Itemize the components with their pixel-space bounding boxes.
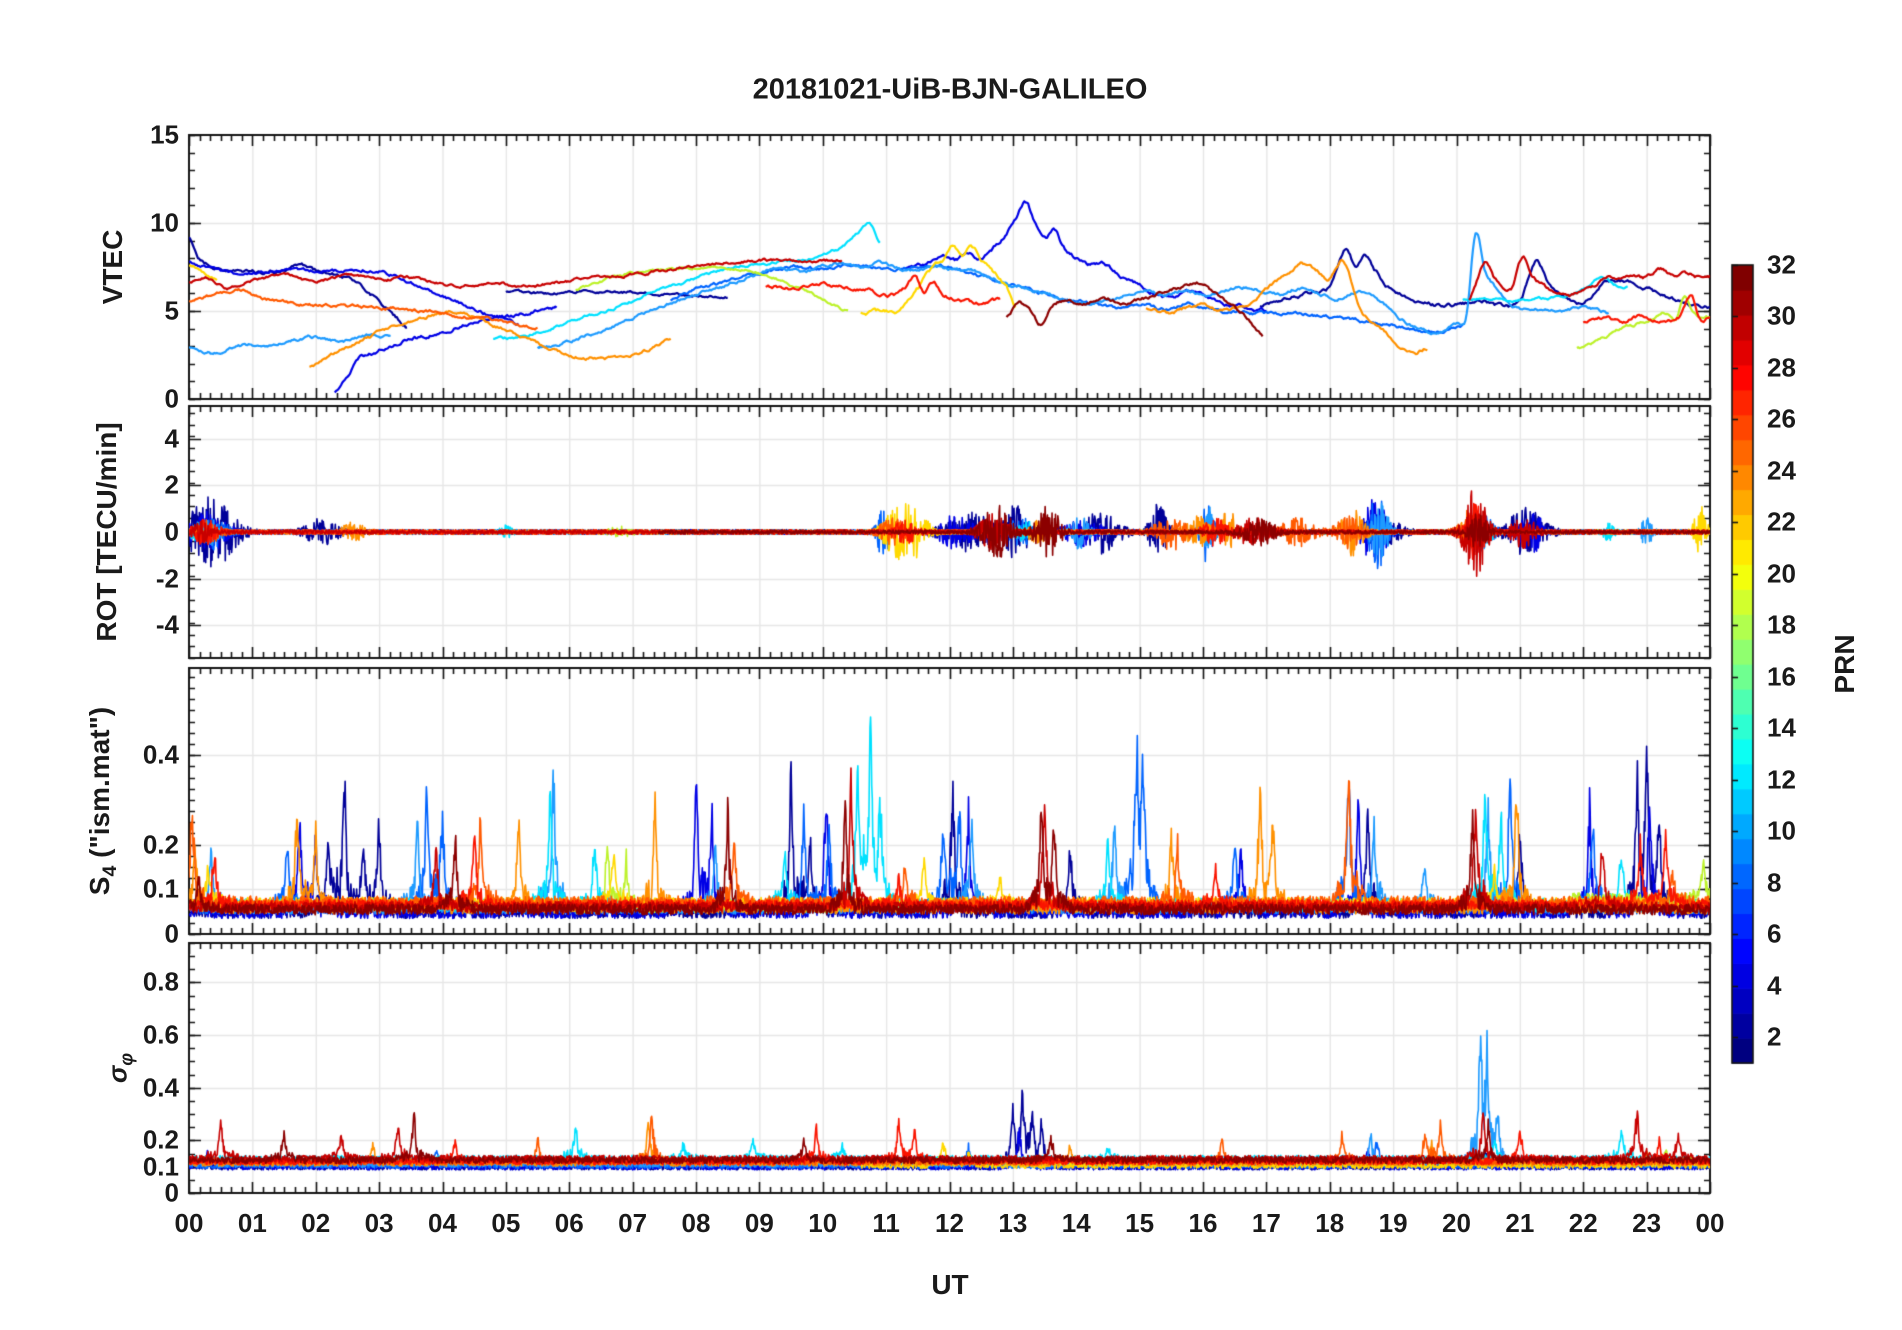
s4-ytick-label: 0.4 <box>142 739 179 770</box>
vtec-ytick-label: 10 <box>150 207 179 238</box>
x-tick-label: 04 <box>428 1208 457 1238</box>
x-tick-label: 20 <box>1442 1208 1471 1238</box>
x-tick-label: 06 <box>554 1208 584 1238</box>
y-axis-label-rot: ROT [TECU/min] <box>91 422 122 642</box>
x-tick-label: 00 <box>1695 1208 1725 1238</box>
sigma_phi-ytick-label: 0.8 <box>142 966 179 997</box>
colorbar-tick-label: 2 <box>1767 1021 1782 1052</box>
sigma_phi-ytick-label: 0 <box>164 1177 179 1208</box>
colorbar-tick-label: 24 <box>1767 455 1796 486</box>
colorbar-tick-label: 8 <box>1767 867 1782 898</box>
x-tick-label: 17 <box>1251 1208 1281 1238</box>
sigma_phi-ytick-label: 0.1 <box>142 1151 179 1182</box>
x-tick-label: 08 <box>681 1208 711 1238</box>
vtec-ytick-label: 15 <box>150 119 179 150</box>
x-tick-label: 11 <box>872 1208 900 1238</box>
sigma_phi-ytick-label: 0.2 <box>142 1124 179 1155</box>
colorbar-tick-label: 10 <box>1767 815 1796 846</box>
y-axis-label-vtec: VTEC <box>97 229 128 305</box>
x-tick-label: 05 <box>491 1208 521 1238</box>
x-tick-label: 03 <box>364 1208 394 1238</box>
colorbar-label: PRN <box>1829 634 1860 694</box>
colorbar-tick-label: 20 <box>1767 558 1796 589</box>
x-tick-label: 07 <box>618 1208 648 1238</box>
chart-title: 20181021-UiB-BJN-GALILEO <box>752 73 1148 106</box>
x-tick-label: 15 <box>1125 1208 1155 1238</box>
rot-ytick-label: 4 <box>164 423 179 454</box>
x-tick-label: 22 <box>1568 1208 1598 1238</box>
x-tick-label: 23 <box>1632 1208 1662 1238</box>
s4-ytick-label: 0.1 <box>142 873 179 904</box>
colorbar-tick-label: 32 <box>1767 249 1796 280</box>
x-tick-label: 09 <box>744 1208 774 1238</box>
colorbar-tick-label: 28 <box>1767 352 1796 383</box>
x-tick-label: 00 <box>174 1208 204 1238</box>
colorbar-tick-label: 18 <box>1767 609 1796 640</box>
x-tick-label: 10 <box>808 1208 838 1238</box>
x-tick-label: 12 <box>935 1208 964 1238</box>
x-tick-label: 19 <box>1378 1208 1408 1238</box>
colorbar-tick-label: 14 <box>1767 712 1796 743</box>
y-axis-label-s4: S4 ("ism.mat") <box>84 706 121 896</box>
x-tick-label: 01 <box>237 1208 267 1238</box>
x-tick-label: 16 <box>1188 1208 1218 1238</box>
colorbar-tick-label: 6 <box>1767 918 1782 949</box>
s4-ytick-label: 0 <box>164 918 179 949</box>
colorbar-tick-label: 22 <box>1767 506 1796 537</box>
sigma_phi-ytick-label: 0.4 <box>142 1072 179 1103</box>
rot-ytick-label: 2 <box>164 469 179 500</box>
colorbar-tick-label: 16 <box>1767 661 1796 692</box>
x-tick-label: 18 <box>1315 1208 1345 1238</box>
sigma_phi-ytick-label: 0.6 <box>142 1019 179 1050</box>
s4-ytick-label: 0.2 <box>142 829 179 860</box>
vtec-ytick-label: 0 <box>164 383 179 414</box>
x-tick-label: 14 <box>1061 1208 1091 1238</box>
colorbar-tick-label: 4 <box>1767 970 1782 1001</box>
colorbar-tick-label: 26 <box>1767 403 1796 434</box>
colorbar-tick-label: 30 <box>1767 300 1796 331</box>
x-axis-label: UT <box>931 1269 969 1300</box>
vtec-ytick-label: 5 <box>164 295 179 326</box>
x-tick-label: 02 <box>301 1208 331 1238</box>
rot-ytick-label: -4 <box>155 609 179 640</box>
x-tick-label: 21 <box>1505 1208 1535 1238</box>
rot-ytick-label: -2 <box>155 563 179 594</box>
colorbar-tick-label: 12 <box>1767 764 1796 795</box>
x-tick-label: 13 <box>998 1208 1028 1238</box>
y-axis-label-sigma-phi: σφ <box>102 1052 137 1084</box>
rot-ytick-label: 0 <box>164 516 179 547</box>
